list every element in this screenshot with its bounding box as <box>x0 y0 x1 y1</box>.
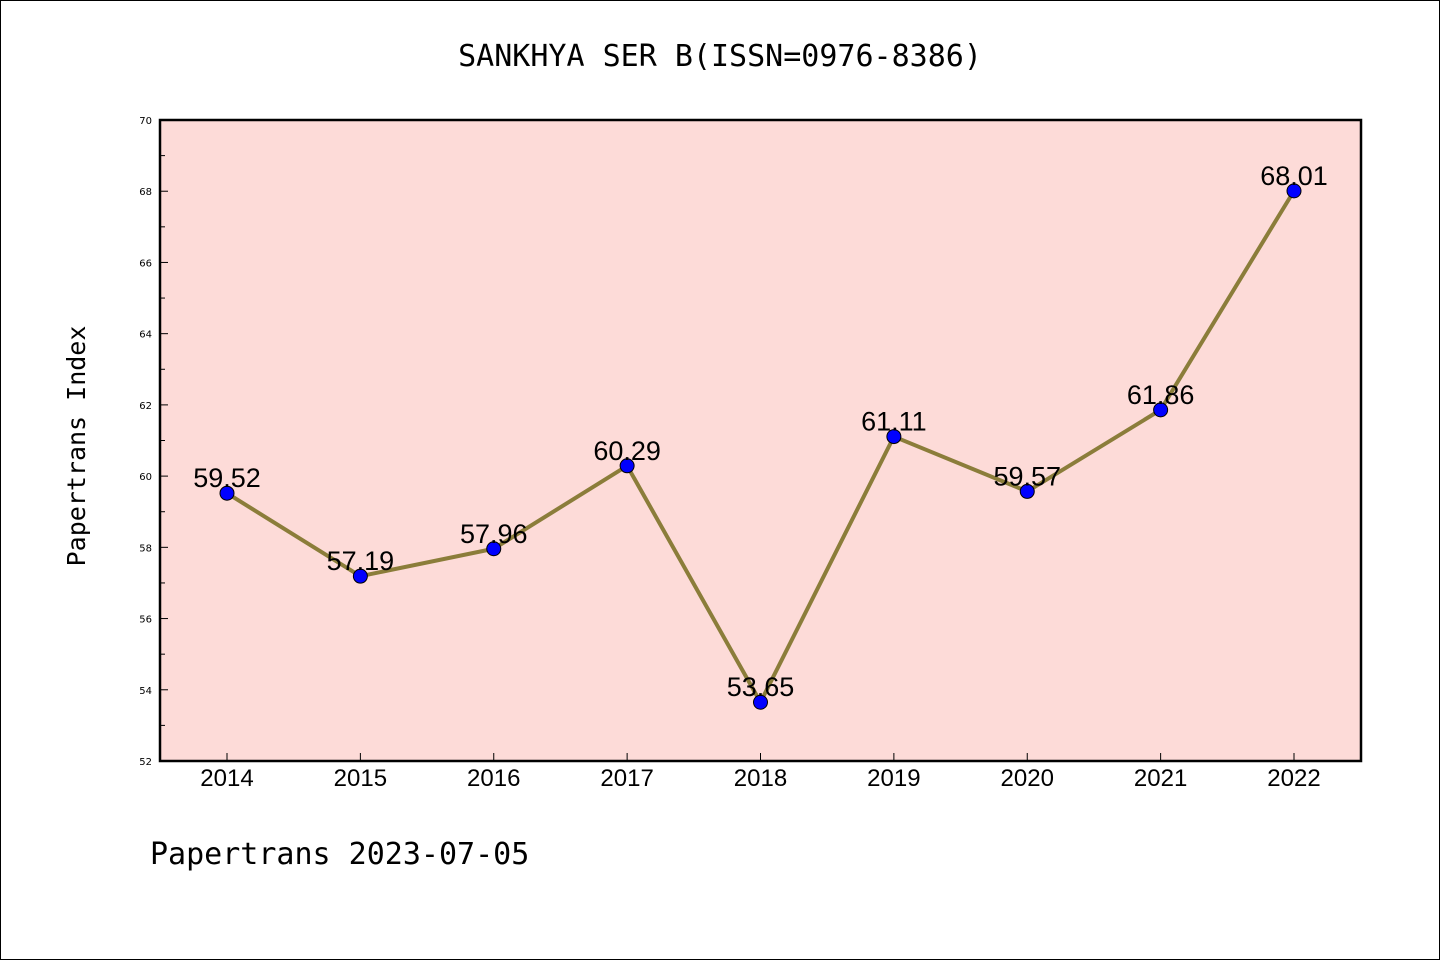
chart-title: SANKHYA SER B(ISSN=0976-8386) <box>458 39 982 74</box>
x-tick-label: 2019 <box>867 765 920 792</box>
data-labels: 59.52 57.19 57.96 60.29 53.65 61.11 59.57 61.86… <box>193 161 1328 702</box>
y-tick-label: 56 <box>139 615 152 626</box>
y-tick-label: 64 <box>139 330 152 341</box>
y-tick-label: 58 <box>139 543 152 554</box>
x-tick-label: 2017 <box>600 765 653 792</box>
x-tick-label: 2014 <box>200 765 253 792</box>
data-point-2021 <box>1153 402 1169 418</box>
y-tick-label: 54 <box>139 686 152 697</box>
y-tick-label: 60 <box>139 472 152 483</box>
y-tick-label: 68 <box>139 187 152 198</box>
x-tick-label: 2021 <box>1134 765 1187 792</box>
series-markers <box>219 183 1302 710</box>
x-tick-label: 2016 <box>467 765 520 792</box>
data-point-2020 <box>1019 483 1035 499</box>
data-point-2017 <box>619 458 635 474</box>
y-axis-label: Papertrans Index <box>62 326 91 567</box>
data-point-2014 <box>219 485 235 501</box>
data-point-2022 <box>1286 183 1302 199</box>
x-tick-label: 2022 <box>1267 765 1320 792</box>
plot-border <box>158 118 1363 763</box>
plot-area <box>160 120 1361 761</box>
y-tick-label: 52 <box>139 757 152 768</box>
y-tick-label: 70 <box>139 116 152 127</box>
data-label-2022: 68.01 <box>1260 161 1328 191</box>
footer-date: Papertrans 2023-07-05 <box>150 837 529 872</box>
data-point-2019 <box>886 429 902 445</box>
y-tick-label: 66 <box>139 258 152 269</box>
data-label-2014: 59.52 <box>193 463 261 493</box>
x-tick-label: 2018 <box>734 765 787 792</box>
data-label-2019: 61.11 <box>861 407 927 437</box>
data-label-2020: 59.57 <box>993 461 1061 491</box>
x-tick-label: 2015 <box>334 765 387 792</box>
data-label-2015: 57.19 <box>327 546 395 576</box>
data-point-2016 <box>486 541 502 557</box>
data-label-2021: 61.86 <box>1127 380 1195 410</box>
y-tick-label: 62 <box>139 401 152 412</box>
data-label-2016: 57.96 <box>460 519 528 549</box>
data-point-2015 <box>352 568 368 584</box>
data-point-2018 <box>753 694 768 710</box>
data-label-2018: 53.65 <box>727 672 795 702</box>
data-label-2017: 60.29 <box>593 436 661 466</box>
x-tick-label: 2020 <box>1001 765 1054 792</box>
x-axis: 2014 2015 2016 2017 2018 2019 2020 2021 2022 <box>200 753 1321 792</box>
